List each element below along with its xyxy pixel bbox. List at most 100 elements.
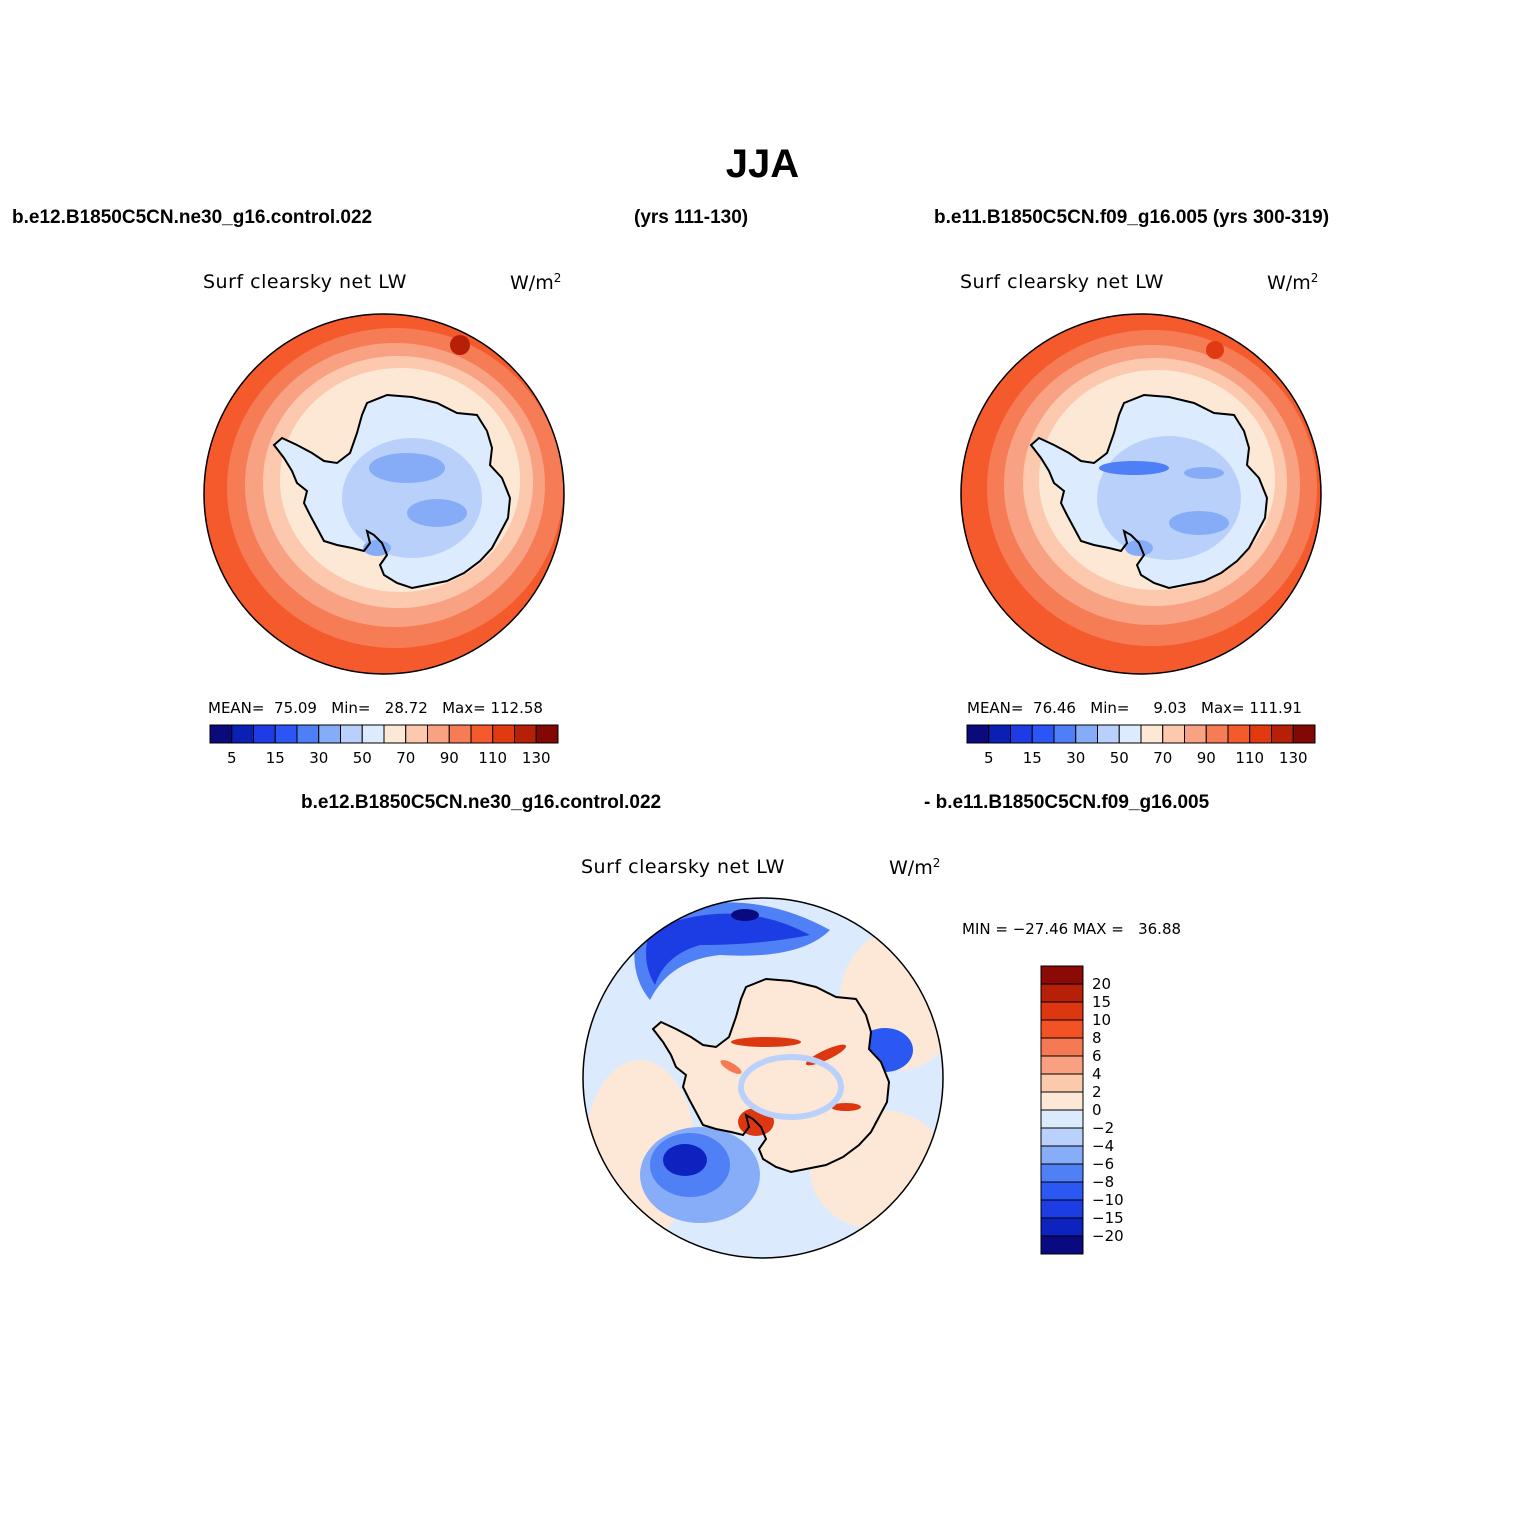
panel1-colorbar xyxy=(209,724,559,744)
colorbar-swatch xyxy=(470,724,494,744)
panel3-map-border xyxy=(582,897,944,1259)
panel1-map xyxy=(204,314,564,674)
colorbar-swatch xyxy=(383,724,407,744)
colorbar-swatch xyxy=(1040,983,1084,1003)
colorbar-tick-label: 30 xyxy=(1066,749,1086,767)
colorbar-swatch xyxy=(1010,724,1033,744)
colorbar-swatch xyxy=(1040,1199,1084,1219)
diff-case1-label: b.e12.B1850C5CN.ne30_g16.control.022 xyxy=(301,792,662,813)
colorbar-swatch xyxy=(405,724,428,744)
colorbar-tick-label: −2 xyxy=(1092,1119,1115,1137)
colorbar-swatch xyxy=(1249,724,1272,744)
colorbar-tick-label: 50 xyxy=(1109,749,1129,767)
colorbar-swatch xyxy=(1040,1163,1084,1183)
colorbar-tick-label: 90 xyxy=(439,749,459,767)
colorbar-tick-label: 5 xyxy=(983,749,994,767)
colorbar-swatch xyxy=(1075,724,1098,744)
colorbar-swatch xyxy=(318,724,341,744)
colorbar-swatch xyxy=(1040,1235,1084,1255)
colorbar-tick-label: 50 xyxy=(352,749,372,767)
diff-case2-label: - b.e11.B1850C5CN.f09_g16.005 xyxy=(924,792,1210,813)
colorbar-swatch xyxy=(1040,1037,1084,1057)
panel2-units: W/m2 xyxy=(1267,271,1319,294)
colorbar-tick-label: 15 xyxy=(265,749,285,767)
colorbar-swatch xyxy=(1040,1127,1084,1147)
colorbar-tick-label: 110 xyxy=(478,749,508,767)
colorbar-swatch xyxy=(1040,1073,1084,1093)
colorbar-swatch xyxy=(361,724,385,744)
colorbar-tick-label: 6 xyxy=(1092,1047,1102,1065)
panel1-units: W/m2 xyxy=(510,271,562,294)
colorbar-tick-label: 8 xyxy=(1092,1029,1102,1047)
panel1-variable: Surf clearsky net LW xyxy=(203,271,407,293)
colorbar-tick-label: 130 xyxy=(1278,749,1308,767)
colorbar-swatch xyxy=(535,724,559,744)
colorbar-swatch xyxy=(966,724,990,744)
colorbar-tick-label: 70 xyxy=(1153,749,1173,767)
colorbar-tick-label: 70 xyxy=(396,749,416,767)
colorbar-tick-label: 90 xyxy=(1196,749,1216,767)
figure-title: JJA xyxy=(725,142,800,186)
panel1-map-border xyxy=(203,313,565,675)
colorbar-swatch xyxy=(340,724,363,744)
diff-colorbar xyxy=(1040,965,1084,1255)
panel2-map-border xyxy=(960,313,1322,675)
colorbar-swatch xyxy=(1040,1019,1084,1039)
colorbar-swatch xyxy=(492,724,515,744)
colorbar-swatch xyxy=(1031,724,1055,744)
colorbar-swatch xyxy=(1040,1055,1084,1075)
colorbar-swatch xyxy=(1205,724,1229,744)
colorbar-swatch xyxy=(274,724,298,744)
colorbar-swatch xyxy=(1292,724,1316,744)
colorbar-tick-label: 0 xyxy=(1092,1101,1102,1119)
colorbar-swatch xyxy=(1040,1001,1084,1021)
colorbar-swatch xyxy=(253,724,276,744)
panel2-stats: MEAN= 76.46 Min= 9.03 Max= 111.91 xyxy=(967,699,1302,717)
colorbar-swatch xyxy=(1040,1145,1084,1165)
colorbar-tick-label: 2 xyxy=(1092,1083,1102,1101)
panel3-units: W/m2 xyxy=(889,856,941,879)
panel2-map xyxy=(961,314,1321,674)
colorbar-swatch xyxy=(448,724,472,744)
colorbar-swatch xyxy=(514,724,537,744)
colorbar-tick-label: 130 xyxy=(521,749,551,767)
colorbar-swatch xyxy=(988,724,1011,744)
colorbar-tick-label: 10 xyxy=(1092,1011,1112,1029)
colorbar-tick-label: −10 xyxy=(1092,1191,1124,1209)
colorbar-swatch xyxy=(1097,724,1120,744)
colorbar-swatch xyxy=(1040,1217,1084,1237)
colorbar-tick-label: 15 xyxy=(1022,749,1042,767)
colorbar-swatch xyxy=(1053,724,1077,744)
colorbar-tick-label: −15 xyxy=(1092,1209,1124,1227)
colorbar-swatch xyxy=(1227,724,1251,744)
panel3-variable: Surf clearsky net LW xyxy=(581,856,785,878)
colorbar-tick-label: 15 xyxy=(1092,993,1112,1011)
colorbar-swatch xyxy=(1184,724,1207,744)
colorbar-tick-label: −20 xyxy=(1092,1227,1124,1245)
panel3-minmax: MIN = −27.46 MAX = 36.88 xyxy=(962,920,1182,938)
colorbar-swatch xyxy=(1118,724,1142,744)
colorbar-swatch xyxy=(1271,724,1294,744)
colorbar-swatch xyxy=(1040,1109,1084,1129)
colorbar-swatch xyxy=(1040,1181,1084,1201)
colorbar-tick-label: 20 xyxy=(1092,975,1112,993)
colorbar-swatch xyxy=(1040,1091,1084,1111)
panel2-colorbar xyxy=(966,724,1316,744)
colorbar-swatch xyxy=(1162,724,1185,744)
panel2-variable: Surf clearsky net LW xyxy=(960,271,1164,293)
colorbar-swatch xyxy=(1040,965,1084,985)
colorbar-swatch xyxy=(209,724,233,744)
colorbar-swatch xyxy=(1140,724,1164,744)
colorbar-tick-label: 5 xyxy=(226,749,237,767)
colorbar-tick-label: −8 xyxy=(1092,1173,1115,1191)
colorbar-tick-label: 30 xyxy=(309,749,329,767)
colorbar-swatch xyxy=(296,724,320,744)
case1-years: (yrs 111-130) xyxy=(634,207,749,228)
colorbar-tick-label: −4 xyxy=(1092,1137,1115,1155)
panel3-map xyxy=(583,898,943,1258)
colorbar-swatch xyxy=(231,724,254,744)
colorbar-tick-label: −6 xyxy=(1092,1155,1115,1173)
case2-header: b.e11.B1850C5CN.f09_g16.005 (yrs 300-319… xyxy=(934,207,1330,228)
case1-header: b.e12.B1850C5CN.ne30_g16.control.022 xyxy=(12,207,373,228)
